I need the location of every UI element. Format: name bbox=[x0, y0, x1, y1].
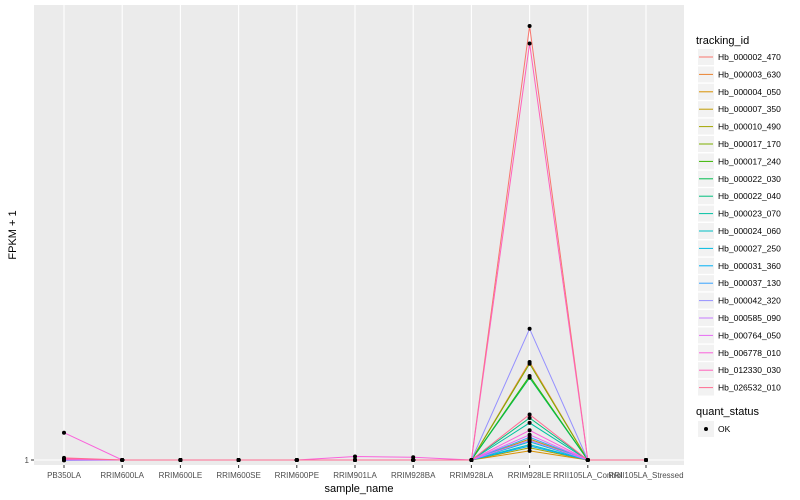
x-tick-label: RRIM600PE bbox=[275, 471, 319, 480]
legend-label: Hb_026532_010 bbox=[718, 383, 781, 393]
data-point bbox=[527, 438, 532, 443]
legend-item: Hb_000017_240 bbox=[698, 153, 781, 170]
legend-item: Hb_000007_350 bbox=[698, 101, 781, 118]
data-point bbox=[353, 454, 357, 459]
legend-label: Hb_006778_010 bbox=[718, 348, 781, 358]
legend-label: Hb_000023_070 bbox=[718, 209, 781, 219]
shape-legend-label: OK bbox=[718, 424, 731, 434]
x-tick-label: RRIM901LA bbox=[333, 471, 377, 480]
legend-item: Hb_000027_250 bbox=[698, 240, 781, 257]
legend-item: Hb_000023_070 bbox=[698, 205, 781, 222]
legend-item: Hb_000004_050 bbox=[698, 83, 781, 100]
data-points bbox=[62, 24, 648, 463]
shape-legend-title: quant_status bbox=[696, 406, 759, 418]
data-point bbox=[644, 458, 648, 462]
legend-item: Hb_012330_030 bbox=[698, 362, 781, 379]
legend-items: Hb_000002_470 Hb_000003_630 Hb_000004_050 H… bbox=[698, 49, 781, 396]
x-axis-title: sample_name bbox=[324, 483, 393, 495]
data-point bbox=[527, 420, 532, 425]
x-tick-label: RRII105LA_Stressed bbox=[608, 471, 683, 480]
data-point bbox=[411, 455, 416, 460]
legend-item: Hb_000764_050 bbox=[698, 327, 781, 344]
legend-label: Hb_000022_030 bbox=[718, 174, 781, 184]
data-point bbox=[527, 24, 532, 28]
data-point bbox=[236, 458, 241, 462]
data-point bbox=[527, 412, 532, 417]
legend-item: Hb_000003_630 bbox=[698, 66, 781, 83]
legend-label: Hb_000024_060 bbox=[718, 226, 781, 236]
y-axis-title: FPKM + 1 bbox=[7, 210, 19, 259]
legend-label: Hb_000031_360 bbox=[718, 261, 781, 271]
data-point bbox=[469, 458, 474, 462]
data-point bbox=[527, 448, 532, 453]
legend-label: Hb_000042_320 bbox=[718, 296, 781, 306]
legend-label: Hb_000004_050 bbox=[718, 87, 781, 97]
y-tick-label: 1 bbox=[25, 456, 30, 465]
legend-item: Hb_000042_320 bbox=[698, 292, 781, 309]
x-tick-label: RRIM600LE bbox=[159, 471, 203, 480]
panel-background bbox=[34, 5, 684, 465]
x-tick-label: RRII105LA_Control bbox=[553, 471, 623, 480]
shape-legend-item: OK bbox=[698, 421, 731, 437]
legend-item: Hb_000010_490 bbox=[698, 118, 781, 135]
legend-label: Hb_000017_170 bbox=[718, 139, 781, 149]
legend-item: Hb_000585_090 bbox=[698, 310, 781, 326]
legend-label: Hb_000010_490 bbox=[718, 122, 781, 132]
x-tick-label: RRIM600SE bbox=[216, 471, 260, 480]
data-point bbox=[527, 428, 532, 433]
data-point bbox=[178, 458, 183, 462]
legend-item: Hb_026532_010 bbox=[698, 379, 781, 396]
legend-label: Hb_000017_240 bbox=[718, 156, 781, 166]
data-point bbox=[294, 458, 299, 462]
legend-label: Hb_000037_130 bbox=[718, 278, 781, 288]
legend-label: Hb_000022_040 bbox=[718, 191, 781, 201]
data-point bbox=[120, 458, 125, 462]
data-point bbox=[527, 41, 532, 46]
x-tick-label: RRIM928LE bbox=[508, 471, 552, 480]
legend: tracking_id Hb_000002_470Hb_000003_630Hb… bbox=[696, 35, 781, 437]
data-point bbox=[527, 444, 532, 448]
legend-item: Hb_006778_010 bbox=[698, 344, 781, 361]
axes: PB350LA RRIM600LA RRIM600LE RRIM600SE RRIM60… bbox=[25, 456, 684, 480]
x-tick-label: RRIM928LA bbox=[450, 471, 494, 480]
legend-label: Hb_000002_470 bbox=[718, 52, 781, 62]
data-point bbox=[585, 458, 590, 462]
legend-item: Hb_000024_060 bbox=[698, 223, 781, 239]
x-tick-label: PB350LA bbox=[47, 471, 81, 480]
data-point bbox=[411, 458, 416, 462]
legend-label: Hb_012330_030 bbox=[718, 365, 781, 375]
legend-item: Hb_000037_130 bbox=[698, 275, 781, 292]
legend-item: Hb_000017_170 bbox=[698, 136, 781, 152]
legend-label: Hb_000764_050 bbox=[718, 330, 781, 340]
data-point bbox=[62, 430, 66, 435]
legend-label: Hb_000585_090 bbox=[718, 313, 781, 323]
x-tick-label: RRIM928BA bbox=[391, 471, 436, 480]
data-point bbox=[527, 375, 532, 380]
data-point bbox=[527, 361, 532, 366]
data-point bbox=[527, 416, 532, 420]
legend-item: Hb_000002_470 bbox=[698, 49, 781, 65]
legend-title: tracking_id bbox=[696, 35, 749, 47]
legend-item: Hb_000031_360 bbox=[698, 257, 781, 274]
shape-legend-point bbox=[704, 427, 708, 431]
data-point bbox=[353, 458, 357, 462]
shape-legend-items: OK bbox=[698, 421, 731, 437]
legend-item: Hb_000022_030 bbox=[698, 170, 781, 187]
data-point bbox=[527, 326, 532, 331]
legend-item: Hb_000022_040 bbox=[698, 188, 781, 205]
legend-label: Hb_000003_630 bbox=[718, 69, 781, 79]
x-tick-label: RRIM600LA bbox=[100, 471, 144, 480]
data-point bbox=[62, 455, 66, 460]
data-point bbox=[527, 432, 532, 437]
legend-label: Hb_000027_250 bbox=[718, 243, 781, 253]
legend-label: Hb_000007_350 bbox=[718, 104, 781, 114]
